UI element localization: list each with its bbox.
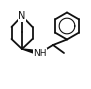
Text: N: N xyxy=(18,11,26,21)
Text: NH: NH xyxy=(33,49,47,57)
Polygon shape xyxy=(22,49,40,55)
